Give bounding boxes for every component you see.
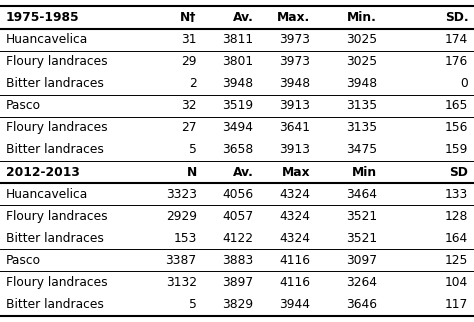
- Text: 3801: 3801: [222, 55, 254, 68]
- Text: 156: 156: [445, 121, 468, 134]
- Text: 3948: 3948: [222, 77, 254, 90]
- Text: 0: 0: [461, 77, 468, 90]
- Text: Max: Max: [282, 166, 310, 178]
- Text: Max.: Max.: [277, 11, 310, 24]
- Text: Av.: Av.: [233, 11, 254, 24]
- Text: 32: 32: [181, 99, 197, 112]
- Text: 5: 5: [189, 144, 197, 156]
- Text: Floury landraces: Floury landraces: [6, 276, 107, 289]
- Text: 31: 31: [181, 33, 197, 46]
- Text: N†: N†: [180, 11, 197, 24]
- Text: Floury landraces: Floury landraces: [6, 210, 107, 223]
- Text: N: N: [186, 166, 197, 178]
- Text: Floury landraces: Floury landraces: [6, 121, 107, 134]
- Text: 4116: 4116: [280, 254, 310, 267]
- Text: 3973: 3973: [280, 55, 310, 68]
- Text: 133: 133: [445, 188, 468, 201]
- Text: Huancavelica: Huancavelica: [6, 33, 88, 46]
- Text: Bitter landraces: Bitter landraces: [6, 77, 103, 90]
- Text: 4324: 4324: [280, 210, 310, 223]
- Text: 2: 2: [189, 77, 197, 90]
- Text: 3323: 3323: [166, 188, 197, 201]
- Text: 3944: 3944: [280, 298, 310, 311]
- Text: 3913: 3913: [280, 144, 310, 156]
- Text: Av.: Av.: [233, 166, 254, 178]
- Text: 3025: 3025: [346, 33, 377, 46]
- Text: 159: 159: [445, 144, 468, 156]
- Text: 3494: 3494: [223, 121, 254, 134]
- Text: 3097: 3097: [346, 254, 377, 267]
- Text: 4324: 4324: [280, 188, 310, 201]
- Text: 3658: 3658: [222, 144, 254, 156]
- Text: 153: 153: [173, 232, 197, 245]
- Text: 3475: 3475: [346, 144, 377, 156]
- Text: 2929: 2929: [166, 210, 197, 223]
- Text: 3883: 3883: [222, 254, 254, 267]
- Text: 3464: 3464: [346, 188, 377, 201]
- Text: 3387: 3387: [165, 254, 197, 267]
- Text: 176: 176: [445, 55, 468, 68]
- Text: 117: 117: [445, 298, 468, 311]
- Text: 4116: 4116: [280, 276, 310, 289]
- Text: 174: 174: [445, 33, 468, 46]
- Text: 3264: 3264: [346, 276, 377, 289]
- Text: SD.: SD.: [445, 11, 468, 24]
- Text: 4056: 4056: [222, 188, 254, 201]
- Text: 125: 125: [445, 254, 468, 267]
- Text: 3811: 3811: [222, 33, 254, 46]
- Text: 4324: 4324: [280, 232, 310, 245]
- Text: Min: Min: [352, 166, 377, 178]
- Text: SD: SD: [449, 166, 468, 178]
- Text: 3521: 3521: [346, 210, 377, 223]
- Text: Bitter landraces: Bitter landraces: [6, 298, 103, 311]
- Text: 3641: 3641: [280, 121, 310, 134]
- Text: Pasco: Pasco: [6, 254, 41, 267]
- Text: Bitter landraces: Bitter landraces: [6, 144, 103, 156]
- Text: 4122: 4122: [223, 232, 254, 245]
- Text: 4057: 4057: [222, 210, 254, 223]
- Text: Min.: Min.: [347, 11, 377, 24]
- Text: 27: 27: [181, 121, 197, 134]
- Text: 3132: 3132: [166, 276, 197, 289]
- Text: 3948: 3948: [279, 77, 310, 90]
- Text: 3973: 3973: [280, 33, 310, 46]
- Text: 3897: 3897: [222, 276, 254, 289]
- Text: 5: 5: [189, 298, 197, 311]
- Text: 3025: 3025: [346, 55, 377, 68]
- Text: Huancavelica: Huancavelica: [6, 188, 88, 201]
- Text: 3135: 3135: [346, 99, 377, 112]
- Text: 3135: 3135: [346, 121, 377, 134]
- Text: 165: 165: [445, 99, 468, 112]
- Text: Pasco: Pasco: [6, 99, 41, 112]
- Text: 3646: 3646: [346, 298, 377, 311]
- Text: 164: 164: [445, 232, 468, 245]
- Text: 3521: 3521: [346, 232, 377, 245]
- Text: Floury landraces: Floury landraces: [6, 55, 107, 68]
- Text: 2012-2013: 2012-2013: [6, 166, 80, 178]
- Text: 104: 104: [445, 276, 468, 289]
- Text: 128: 128: [445, 210, 468, 223]
- Text: 3519: 3519: [222, 99, 254, 112]
- Text: 3913: 3913: [280, 99, 310, 112]
- Text: 1975-1985: 1975-1985: [6, 11, 79, 24]
- Text: 3948: 3948: [346, 77, 377, 90]
- Text: 3829: 3829: [222, 298, 254, 311]
- Text: Bitter landraces: Bitter landraces: [6, 232, 103, 245]
- Text: 29: 29: [181, 55, 197, 68]
